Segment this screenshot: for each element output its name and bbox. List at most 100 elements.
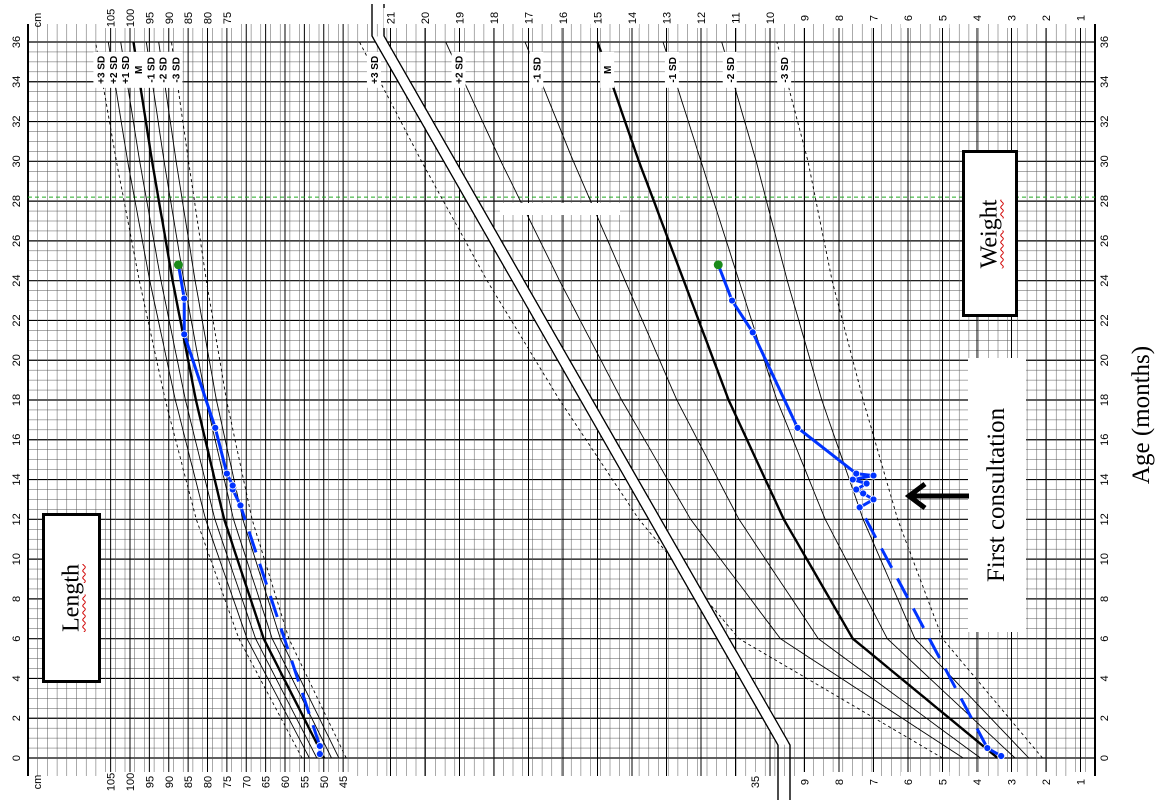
length-tick-bottom: 60 [280, 776, 292, 788]
age-tick-right: 26 [1099, 235, 1111, 247]
tick-bg [832, 772, 846, 792]
weight-tick-top: 16 [558, 12, 570, 24]
tick-bg [418, 8, 432, 28]
age-tick-left: 22 [11, 314, 23, 326]
divider-line [371, 4, 779, 800]
age-tick-right: 24 [1099, 275, 1111, 287]
length-sd-label: -1 SD [146, 57, 157, 83]
tick-bg [9, 668, 23, 689]
tick-bg [9, 310, 23, 331]
age-tick-right: 30 [1099, 155, 1111, 167]
length-tick-bottom: 65 [261, 776, 273, 788]
length-tick-bottom: 55 [299, 776, 311, 788]
tick-bg [123, 772, 137, 792]
tick-bg [1097, 350, 1111, 371]
tick-bg [9, 429, 23, 450]
age-tick-left: 0 [11, 755, 23, 761]
weight-segment [751, 331, 799, 429]
x-axis-label: Age (months) [1128, 345, 1155, 485]
length-curve-p0sd [132, 41, 326, 759]
tick-bg [1004, 772, 1019, 792]
length-tick-top: 85 [183, 12, 195, 24]
weight-tick-top: 2 [1041, 15, 1053, 21]
tick-bg [1097, 549, 1111, 570]
age-tick-left: 12 [11, 513, 23, 525]
weight-point [869, 471, 878, 480]
length-point [180, 294, 189, 303]
weight-point [852, 485, 861, 494]
length-tick-bottom: 45 [338, 776, 350, 788]
tick-bg [748, 772, 762, 792]
tick-bg [219, 8, 234, 28]
length-tick-bottom: 105 [106, 773, 118, 791]
sd-label-bg [600, 51, 615, 88]
length-sd-label: +2 SD [109, 56, 120, 84]
weight-curve-p2sd [445, 41, 964, 759]
tick-bg [970, 8, 984, 28]
tick-bg [1097, 748, 1111, 768]
weight-segment [730, 299, 755, 334]
tick-bg [1097, 310, 1111, 331]
length-point [173, 260, 183, 270]
length-segment [239, 504, 322, 747]
length-tick-bottom: 90 [164, 776, 176, 788]
age-tick-right: 12 [1099, 513, 1111, 525]
weight-tick-top: 21 [386, 12, 398, 24]
weight-sd-label: -2 SD [726, 57, 737, 83]
weight-point [852, 469, 861, 478]
weight-tick-bottom: 8 [834, 779, 846, 785]
tick-bg [9, 151, 23, 172]
sd-label-bg [105, 51, 120, 88]
tick-bg [9, 748, 23, 768]
length-sd-label: -3 SD [171, 57, 182, 83]
weight-tick-top: 8 [834, 15, 846, 21]
weight-tick-top: 6 [903, 15, 915, 21]
tick-bg [832, 8, 846, 28]
tick-bg [625, 8, 639, 28]
tick-bg [383, 8, 398, 28]
sd-label-bg [722, 51, 737, 88]
length-tick-bottom: 95 [144, 776, 156, 788]
tick-bg [258, 772, 273, 792]
tick-bg [1097, 390, 1111, 410]
length-tick-bottom: 75 [222, 776, 234, 788]
weight-sd-label: +2 SD [455, 56, 466, 84]
age-tick-right: 18 [1099, 394, 1111, 406]
first-consultation-label: First consultation [983, 407, 1010, 583]
length-sd-label: M [134, 66, 145, 74]
tick-bg [9, 270, 23, 291]
weight-tick-top: 9 [800, 15, 812, 21]
tick-bg [9, 628, 23, 649]
age-tick-right: 8 [1099, 596, 1111, 602]
length-segment [182, 333, 217, 429]
tick-bg [1097, 628, 1111, 649]
tick-bg [1073, 772, 1088, 792]
tick-bg [9, 708, 23, 729]
length-tick-top: 105 [106, 9, 118, 27]
tick-bg [1097, 588, 1111, 609]
tick-bg [9, 549, 23, 570]
tick-bg [1097, 191, 1111, 212]
tick-bg [935, 772, 950, 792]
weight-sd-label: -1 SD [668, 57, 679, 83]
age-tick-left: 20 [11, 354, 23, 366]
age-tick-right: 2 [1099, 715, 1111, 721]
length-tick-top: 90 [164, 12, 176, 24]
tick-bg [161, 8, 176, 28]
tick-bg [9, 32, 23, 52]
tick-bg [161, 772, 176, 792]
length-tick-top: 100 [125, 9, 137, 27]
tick-bg [1004, 8, 1019, 28]
age-tick-right: 0 [1099, 755, 1111, 761]
tick-bg [866, 772, 881, 792]
weight-tick-bottom: 7 [869, 779, 881, 785]
length-segment [176, 264, 186, 299]
length-point [315, 742, 324, 750]
age-tick-right: 34 [1099, 76, 1111, 88]
weight-point [848, 475, 857, 484]
weight-tick-top: 20 [420, 12, 432, 24]
weight-tick-top: 3 [1007, 15, 1019, 21]
divider-gap [374, 33, 788, 748]
age-tick-left: 34 [11, 76, 23, 88]
weight-tick-top: 13 [662, 12, 674, 24]
